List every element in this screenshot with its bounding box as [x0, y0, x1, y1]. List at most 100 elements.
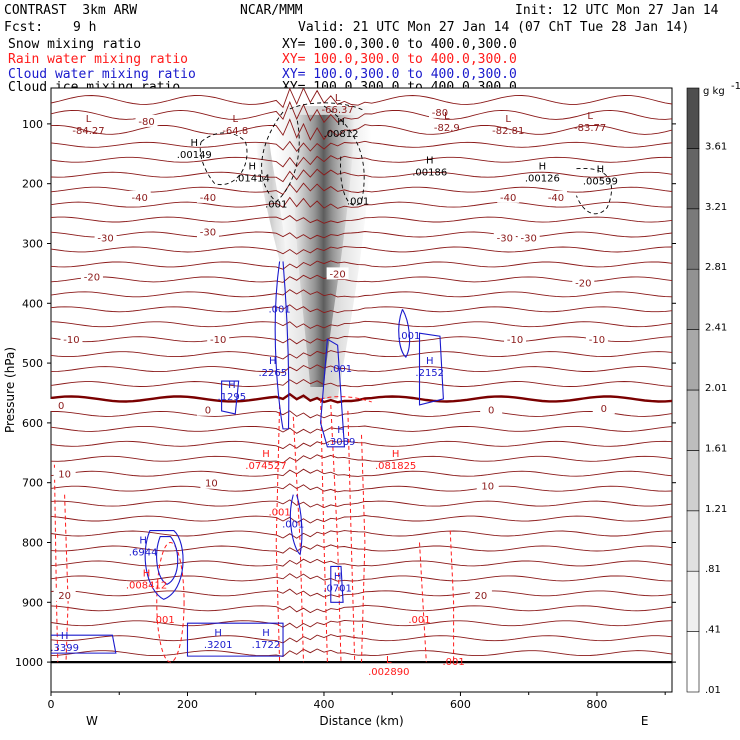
rain-contour: [449, 530, 455, 663]
rain-contour: [347, 410, 356, 663]
extremum-marker: L: [386, 655, 392, 666]
colorbar-unit: g kg: [703, 86, 725, 97]
rain-contour: [320, 396, 372, 403]
extremum-marker: H: [61, 631, 69, 642]
temperature-contour: [51, 425, 672, 434]
cloud-water-contour: [330, 565, 344, 603]
temperature-label: -40: [132, 193, 148, 204]
temperature-contour: [51, 336, 672, 345]
extremum-value: .0701: [323, 583, 352, 594]
cloud-ice-contour: [323, 105, 365, 206]
temp-label-bg: [585, 333, 608, 346]
y-tick-label: 700: [22, 477, 43, 490]
model-title: CONTRAST 3km ARW: [4, 3, 138, 18]
temperature-label: 10: [58, 470, 71, 481]
cloud-ice-contour: [261, 111, 300, 203]
field-name-rain: Rain water mixing ratio: [8, 52, 189, 67]
temperature-label: -40: [200, 193, 216, 204]
extremum-value: .00812: [324, 129, 359, 140]
colorbar-label: .01: [705, 685, 721, 696]
temperature-label: 10: [481, 482, 494, 493]
temperature-label: -20: [329, 269, 345, 280]
temp-label-bg: [60, 333, 83, 346]
temp-label-bg: [469, 589, 492, 602]
colorbar-segment: [686, 570, 700, 632]
extremum-value: .3201: [204, 640, 233, 651]
temp-label-bg: [572, 276, 595, 289]
temperature-label: -30: [521, 234, 537, 245]
extremum-value: -84.27: [72, 126, 104, 137]
extremum-value: .00186: [412, 168, 447, 179]
x-tick-label: 200: [177, 698, 198, 711]
contour-value-label: .001: [330, 364, 352, 375]
temperature-label: -30: [97, 234, 113, 245]
fcst-label: Fcst:: [4, 20, 44, 35]
temperature-contour: [51, 320, 672, 329]
snow-shading-left: [255, 141, 287, 262]
temp-label-bg: [476, 479, 499, 492]
y-tick-label: 500: [22, 357, 43, 370]
colorbar-label: .41: [705, 625, 721, 636]
extremum-marker: L: [232, 114, 238, 125]
temperature-contour: [51, 573, 672, 582]
temperature-label: -10: [63, 335, 79, 346]
temperature-contour: [51, 88, 672, 109]
temperature-contour: [51, 454, 672, 464]
colorbar-segment: [686, 389, 700, 451]
temperature-contour: [51, 515, 672, 524]
extremum-value: .01414: [235, 174, 270, 185]
extremum-marker: H: [262, 449, 270, 460]
cloud-water-contour: [221, 380, 240, 415]
extremum-value: .3089: [327, 437, 356, 448]
temperature-label: -10: [507, 335, 523, 346]
rain-contour: [156, 541, 185, 663]
temperature-contour: [51, 483, 672, 493]
valid-time: Valid: 21 UTC Mon 27 Jan 14 (07 ChT Tue …: [298, 20, 690, 35]
extremum-marker: H: [191, 138, 199, 149]
temperature-label: 0: [488, 406, 494, 417]
temp-label-bg: [196, 190, 219, 203]
temp-label-bg: [80, 270, 103, 283]
extremum-marker: L: [86, 114, 92, 125]
extremum-marker: L: [587, 111, 593, 122]
temp-label-bg: [50, 398, 73, 411]
colorbar-label: 3.61: [705, 141, 727, 152]
cloud-ice-contour: [576, 168, 612, 215]
colorbar-label: .81: [705, 564, 721, 575]
extremum-marker: L: [505, 114, 511, 125]
extremum-marker: H: [143, 568, 151, 579]
temperature-label: 10: [205, 479, 218, 490]
temperature-contour: [51, 100, 672, 124]
cloud-ice-contour: [199, 132, 248, 186]
extremum-value: .3399: [50, 643, 79, 654]
y-tick-label: 600: [22, 417, 43, 430]
temperature-contour: [51, 499, 672, 508]
temp-label-bg: [326, 267, 349, 280]
cloud-water-contour: [274, 261, 290, 430]
temperature-contour: [51, 304, 672, 314]
x-axis-west-label: W: [86, 714, 98, 728]
temperature-label: -30: [497, 234, 513, 245]
temp-label-bg: [207, 333, 230, 346]
temperature-contour: [51, 168, 672, 183]
extremum-value: .00126: [525, 174, 560, 185]
cloud-water-contour: [319, 338, 346, 448]
extremum-value: .1722: [252, 640, 281, 651]
contour-value-label: .001: [408, 615, 430, 626]
field-name-snow: Snow mixing ratio: [8, 37, 142, 52]
freezing-level-line: [51, 392, 672, 404]
y-tick-label: 300: [22, 237, 43, 250]
temperature-label: 0: [58, 401, 64, 412]
temperature-contour: [51, 140, 672, 153]
y-tick-label: 100: [22, 118, 43, 131]
snow-shading-core: [292, 114, 355, 388]
temp-label-bg: [196, 225, 219, 238]
temperature-contour: [51, 350, 672, 360]
rain-contour: [64, 494, 69, 663]
extremum-value: .2265: [258, 368, 287, 379]
temperature-contour: [51, 196, 672, 209]
extremum-value: -83.77: [574, 123, 606, 134]
extremum-marker: H: [337, 425, 345, 436]
extremum-value: -66.37: [321, 105, 353, 116]
rain-contour: [361, 434, 366, 663]
